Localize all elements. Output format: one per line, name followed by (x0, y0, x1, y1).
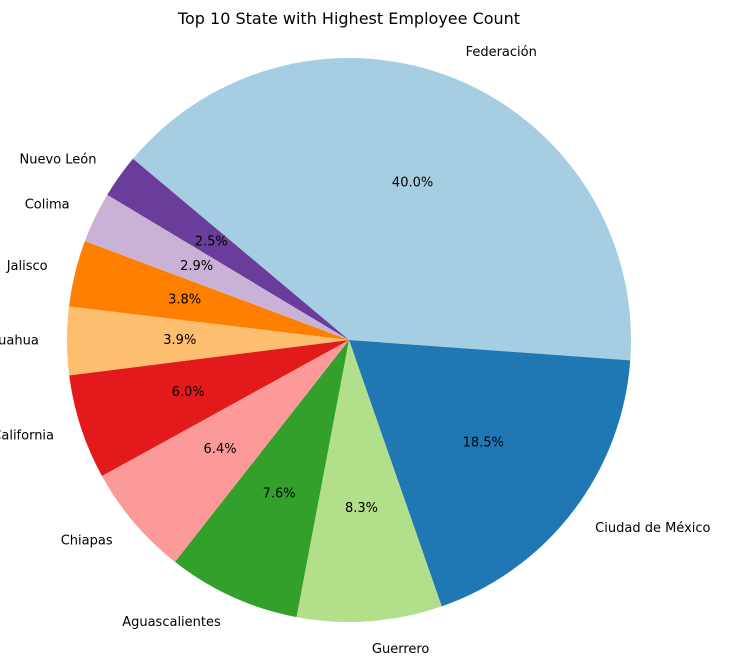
pie-slice-baja-california (69, 340, 350, 476)
slice-category-label: Chihuahua (0, 333, 39, 348)
pie-slice-guerrero (296, 340, 442, 622)
pie-slice-chiapas (101, 340, 349, 562)
pie-slice-ciudad-de-m-xico (349, 340, 631, 607)
slice-percent-label: 6.0% (172, 385, 205, 400)
slice-percent-label: 7.6% (263, 487, 296, 502)
slice-percent-label: 40.0% (392, 176, 433, 191)
chart-title: Top 10 State with Highest Employee Count (177, 9, 520, 28)
slice-category-label: Guerrero (372, 642, 430, 657)
slice-category-label: Chiapas (61, 533, 113, 548)
slice-category-label: Colima (25, 198, 70, 213)
pie-labels: Federación 40.0% Ciudad de México 18.5% Guer… (0, 45, 711, 657)
pie-slice-nuevo-le-n (107, 158, 350, 340)
pie-slice-federaci-n (132, 58, 631, 361)
slice-percent-label: 18.5% (463, 435, 504, 450)
slice-percent-label: 2.5% (195, 234, 228, 249)
slice-percent-label: 3.8% (168, 292, 201, 307)
pie-slice-jalisco (69, 241, 350, 340)
slice-percent-label: 2.9% (180, 259, 213, 274)
slice-category-label: Federación (466, 45, 537, 60)
slice-category-label: Nuevo León (19, 152, 96, 167)
pie-slice-aguascalientes (174, 340, 349, 618)
slice-percent-label: 6.4% (204, 442, 237, 457)
pie-slices (67, 58, 631, 622)
slice-percent-label: 8.3% (345, 501, 378, 516)
pie-slice-colima (84, 194, 349, 340)
slice-category-label: Ciudad de México (595, 521, 710, 536)
slice-category-label: Jalisco (6, 259, 48, 274)
slice-category-label: Baja California (0, 428, 54, 443)
slice-percent-label: 3.9% (163, 333, 196, 348)
slice-category-label: Aguascalientes (122, 615, 221, 630)
pie-slice-chihuahua (67, 306, 349, 376)
